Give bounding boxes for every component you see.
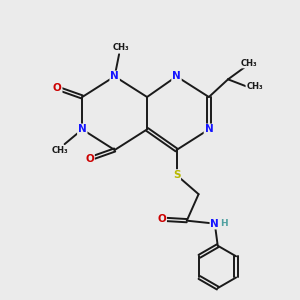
Text: O: O [53, 83, 62, 93]
Text: S: S [173, 170, 180, 180]
Text: N: N [172, 71, 181, 81]
Text: CH₃: CH₃ [112, 43, 129, 52]
Text: N: N [210, 219, 219, 229]
Text: N: N [205, 124, 213, 134]
Text: CH₃: CH₃ [240, 58, 257, 68]
Text: H: H [220, 218, 228, 227]
Text: O: O [158, 214, 166, 224]
Text: N: N [78, 124, 87, 134]
Text: O: O [85, 154, 94, 164]
Text: N: N [110, 71, 119, 81]
Text: CH₃: CH₃ [52, 146, 68, 155]
Text: CH₃: CH₃ [246, 82, 263, 91]
